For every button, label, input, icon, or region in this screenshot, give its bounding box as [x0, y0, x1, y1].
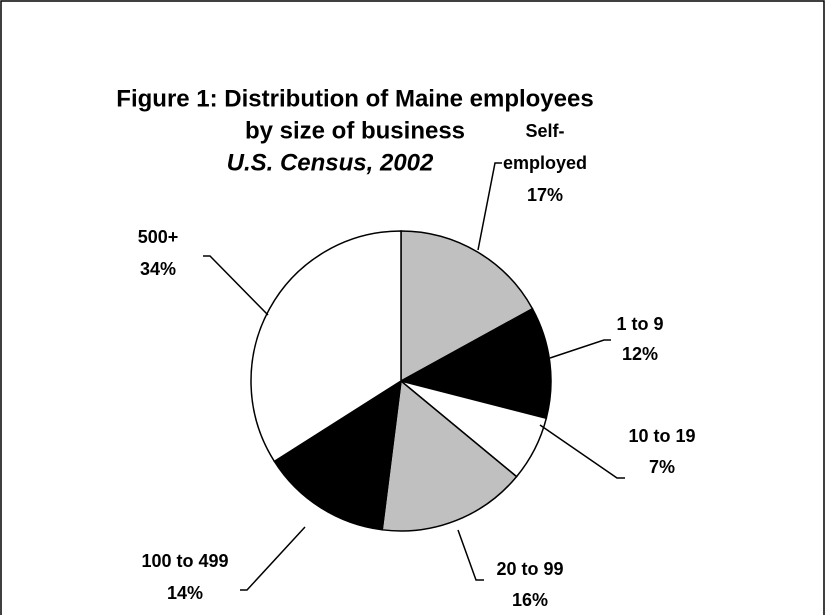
chart-title: Figure 1: Distribution of Maine employee… [116, 85, 593, 112]
pie-slice [400, 230, 534, 383]
chart-title: by size of business [245, 117, 465, 144]
category-label: 100 to 499 [141, 551, 228, 571]
category-label: 500+ [138, 227, 179, 247]
chart-subtitle: U.S. Census, 2002 [227, 149, 434, 176]
category-label: 20 to 99 [496, 559, 563, 579]
leader-line [477, 162, 502, 251]
value-label: 34% [140, 259, 176, 279]
value-label: 17% [527, 185, 563, 205]
value-label: 14% [167, 583, 203, 603]
pie-slice [250, 230, 402, 463]
leader-line [549, 339, 611, 359]
category-label: 1 to 9 [616, 314, 663, 334]
category-label: 10 to 19 [628, 426, 695, 446]
pie-slice [273, 379, 402, 531]
leader-line [240, 526, 306, 591]
leader-line [539, 424, 625, 479]
category-label: Self-employed [503, 121, 587, 173]
leader-line [457, 529, 484, 581]
leader-line [203, 255, 269, 316]
pie-slice [398, 307, 552, 420]
value-label: 16% [512, 590, 548, 610]
pie-slice [381, 379, 518, 532]
value-label: 7% [649, 457, 675, 477]
value-label: 12% [622, 344, 658, 364]
